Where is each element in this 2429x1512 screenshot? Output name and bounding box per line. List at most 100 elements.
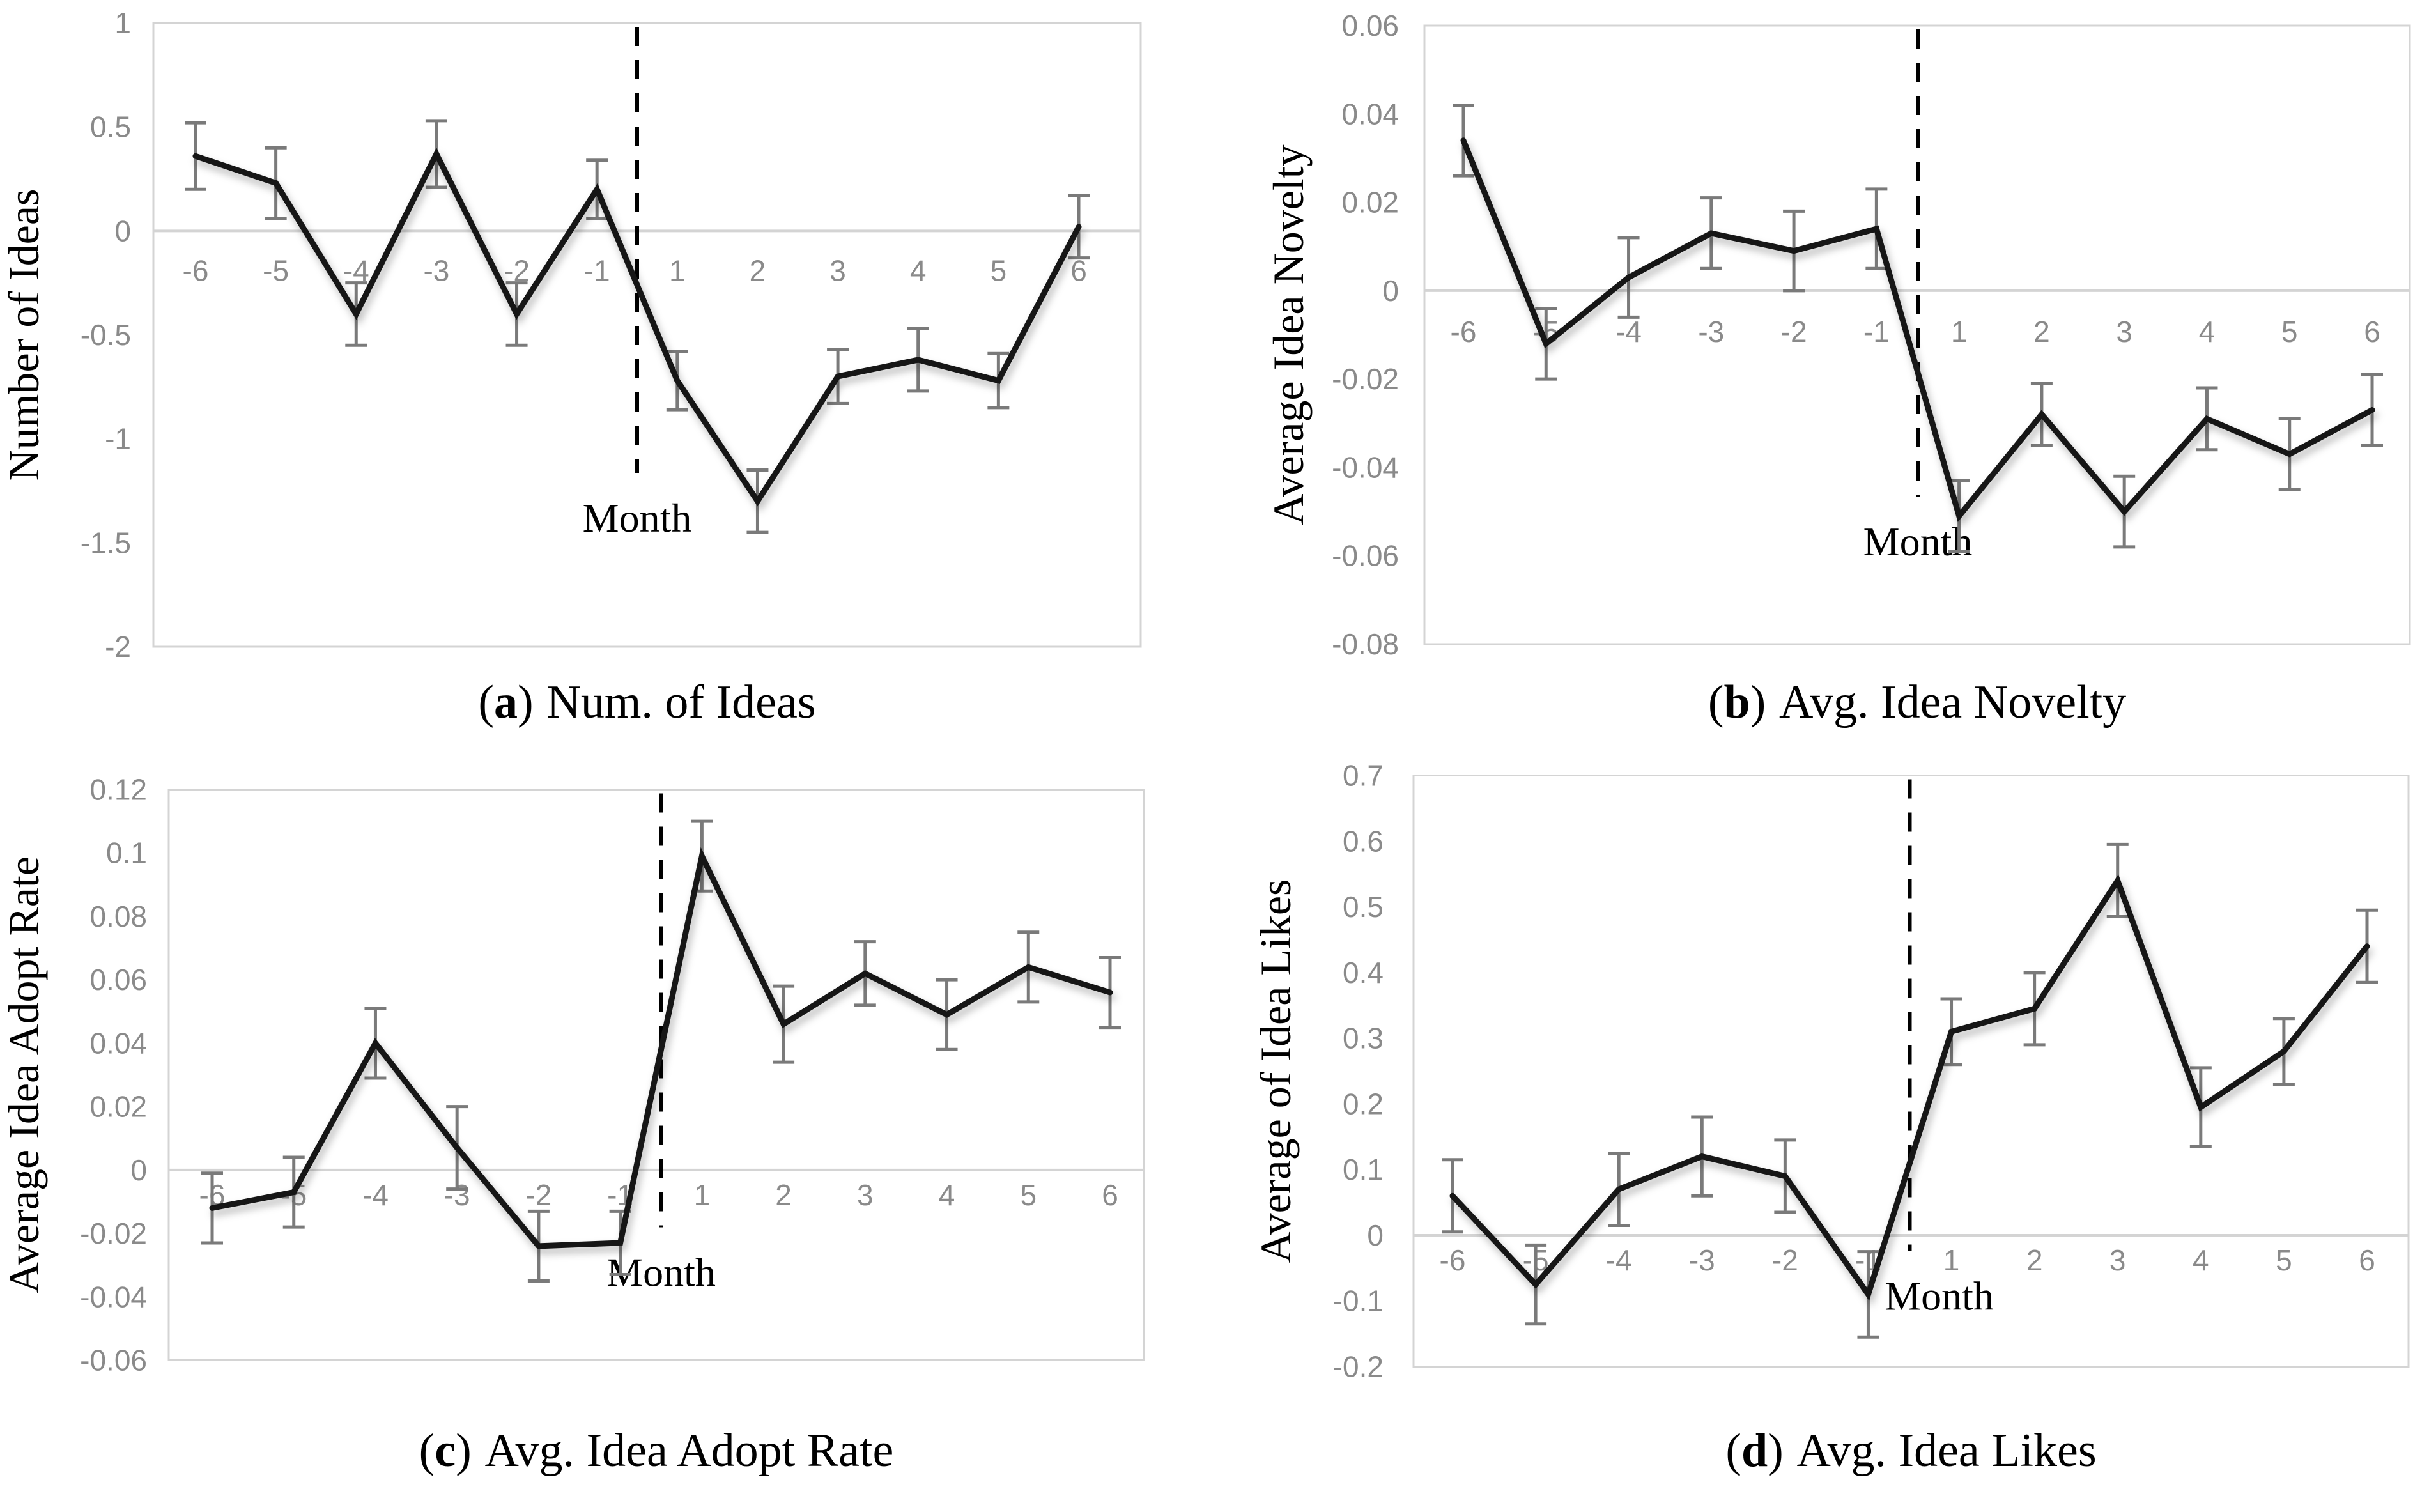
x-tick-label: -5 — [263, 254, 289, 287]
x-tick-label: 5 — [991, 254, 1007, 287]
caption-paren-open: ( — [1725, 1424, 1741, 1477]
error-bars — [201, 819, 1121, 1283]
caption-letter: c — [435, 1424, 456, 1477]
chart-num-ideas: 10.50-0.5-1-1.5-2-6 -5 -4 -3 -2 -1 1 2 3 4 5 6Month… — [0, 6, 1142, 663]
y-tick-label: 0.04 — [89, 1026, 147, 1060]
caption-d: (d) Avg. Idea Likes — [1414, 1427, 2409, 1474]
x-tick-label: 1 — [1951, 315, 1968, 348]
caption-a: (a) Num. of Ideas — [153, 679, 1141, 726]
x-tick-label: 3 — [829, 254, 846, 287]
series-line — [1460, 137, 2375, 523]
y-tick-label: 1 — [114, 6, 131, 40]
y-tick-label: -0.04 — [80, 1280, 147, 1313]
x-tick-label: -6 — [1451, 315, 1477, 348]
caption-paren-open: ( — [1708, 676, 1724, 729]
series-line — [209, 847, 1113, 1249]
caption-paren-close: ) — [518, 676, 534, 729]
y-tick-label: -1.5 — [81, 526, 131, 559]
x-tick-label: -3 — [423, 254, 449, 287]
y-axis-title: Number of Ideas — [0, 189, 48, 481]
y-tick-label: -0.2 — [1333, 1350, 1384, 1384]
panel-adopt-rate: 0.12 0.1 0.08 0.06 0.04 0.02 0 -0.02 -0.04 -0.06 -… — [0, 756, 1214, 1512]
y-tick-label: 0.1 — [1343, 1153, 1384, 1186]
x-tick-label: -2 — [1781, 315, 1807, 348]
caption-paren-open: ( — [419, 1424, 435, 1477]
x-tick-label: -4 — [1606, 1244, 1632, 1277]
plot-border — [1412, 775, 2410, 1368]
plot-border — [167, 789, 1145, 1361]
plot-border — [1423, 24, 2411, 645]
x-tick-label: 4 — [910, 254, 927, 287]
x-tick-label: 4 — [2193, 1244, 2209, 1277]
x-tick-label: -4 — [362, 1178, 389, 1212]
y-tick-label: -0.02 — [1332, 362, 1399, 396]
y-tick-label: 0.5 — [90, 111, 131, 144]
y-axis-title: Average Idea Adopt Rate — [0, 856, 48, 1293]
caption-label: Avg. Idea Adopt Rate — [484, 1424, 894, 1477]
y-tick-label: 0.1 — [106, 837, 147, 870]
panel-idea-novelty: 0.06 0.04 0.02 0 -0.02 -0.04 -0.06 -0.08 -6 -5 -4-… — [1215, 0, 2429, 756]
y-tick-label: -0.02 — [80, 1217, 147, 1250]
x-tick-label: 4 — [939, 1178, 955, 1212]
y-tick-label: 0.4 — [1343, 956, 1384, 989]
chart-idea-likes: 0.70.60.50.40.30.20.10-0.1-0.2-6 -5 -4 -3 -2… — [1251, 759, 2410, 1384]
y-tick-label: -0.08 — [1332, 628, 1399, 661]
x-tick-label: 4 — [2199, 315, 2216, 348]
x-tick-label: -3 — [1689, 1244, 1715, 1277]
y-tick-label: 0 — [130, 1153, 147, 1187]
y-tick-label: 0.02 — [1341, 186, 1399, 219]
x-tick-label: 3 — [2109, 1244, 2126, 1277]
x-tick-label: -1 — [1863, 315, 1890, 348]
x-tick-label: 2 — [750, 254, 766, 287]
panel-num-ideas: 1 0.5 0 -0.5 -1 -1.5 -2 -6 -5 -4 -3 -2 -1 1 2 3 4 5 6 Month… — [0, 0, 1214, 756]
y-tick-label: -0.5 — [81, 318, 131, 351]
y-tick-label: 0.02 — [89, 1090, 147, 1123]
y-tick-label: -0.06 — [1332, 539, 1399, 573]
x-tick-label: 6 — [2364, 315, 2380, 348]
y-tick-label: -2 — [105, 630, 131, 663]
y-tick-label: 0.2 — [1343, 1087, 1384, 1120]
y-tick-label: 0.08 — [89, 900, 147, 933]
x-tick-label: -3 — [1698, 315, 1724, 348]
x-tick-label: -1 — [584, 254, 610, 287]
x-tick-label: -6 — [183, 254, 209, 287]
x-axis-title: Month — [606, 1250, 716, 1295]
y-tick-label: 0.12 — [89, 773, 147, 806]
y-tick-label: -0.04 — [1332, 451, 1399, 484]
chart-idea-novelty: 0.060.040.020-0.02-0.04-0.06-0.08-6 -5 -4-… — [1264, 9, 2411, 661]
caption-paren-close: ) — [456, 1424, 472, 1477]
x-tick-label: -6 — [1440, 1244, 1466, 1277]
caption-c: (c) Avg. Idea Adopt Rate — [169, 1427, 1144, 1474]
y-tick-label: -0.06 — [80, 1344, 147, 1377]
series-line — [192, 147, 1082, 507]
y-tick-label: 0 — [1382, 274, 1399, 307]
x-tick-label: -2 — [525, 1178, 551, 1212]
x-tick-label: 3 — [2116, 315, 2132, 348]
y-tick-label: 0.06 — [1341, 9, 1399, 42]
y-tick-label: 0.06 — [89, 963, 147, 996]
x-tick-label: 3 — [857, 1178, 874, 1212]
plot-border — [152, 22, 1142, 648]
caption-paren-close: ) — [1750, 676, 1766, 729]
y-axis-title: Average Idea Novelty — [1264, 144, 1313, 525]
y-tick-label: 0 — [1367, 1219, 1384, 1252]
x-tick-label: 1 — [694, 1178, 711, 1212]
y-axis-title: Average of Idea Likes — [1251, 879, 1300, 1263]
x-tick-label: -4 — [1615, 315, 1642, 348]
caption-letter: d — [1741, 1424, 1768, 1477]
panel-idea-likes: 0.7 0.6 0.5 0.4 0.3 0.2 0.1 0 -0.1 -0.2 -6 -5 -4 -3 -2… — [1215, 756, 2429, 1512]
x-tick-label: 5 — [2281, 315, 2298, 348]
caption-letter: b — [1723, 676, 1750, 729]
y-tick-label: 0.5 — [1343, 890, 1384, 923]
y-tick-label: 0.6 — [1343, 824, 1384, 858]
x-tick-label: 1 — [1943, 1244, 1960, 1277]
x-tick-label: 2 — [2033, 315, 2050, 348]
x-tick-label: 1 — [669, 254, 686, 287]
x-tick-label: 5 — [2276, 1244, 2292, 1277]
y-tick-label: -1 — [105, 422, 131, 456]
chart-adopt-rate: 0.12 0.1 0.08 0.06 0.04 0.02 0 -0.02 -0.04 -0.06 -… — [0, 773, 1145, 1377]
caption-paren-open: ( — [478, 676, 494, 729]
caption-b: (b) Avg. Idea Novelty — [1424, 679, 2410, 726]
y-tick-label: 0.04 — [1341, 97, 1399, 130]
caption-paren-close: ) — [1768, 1424, 1784, 1477]
